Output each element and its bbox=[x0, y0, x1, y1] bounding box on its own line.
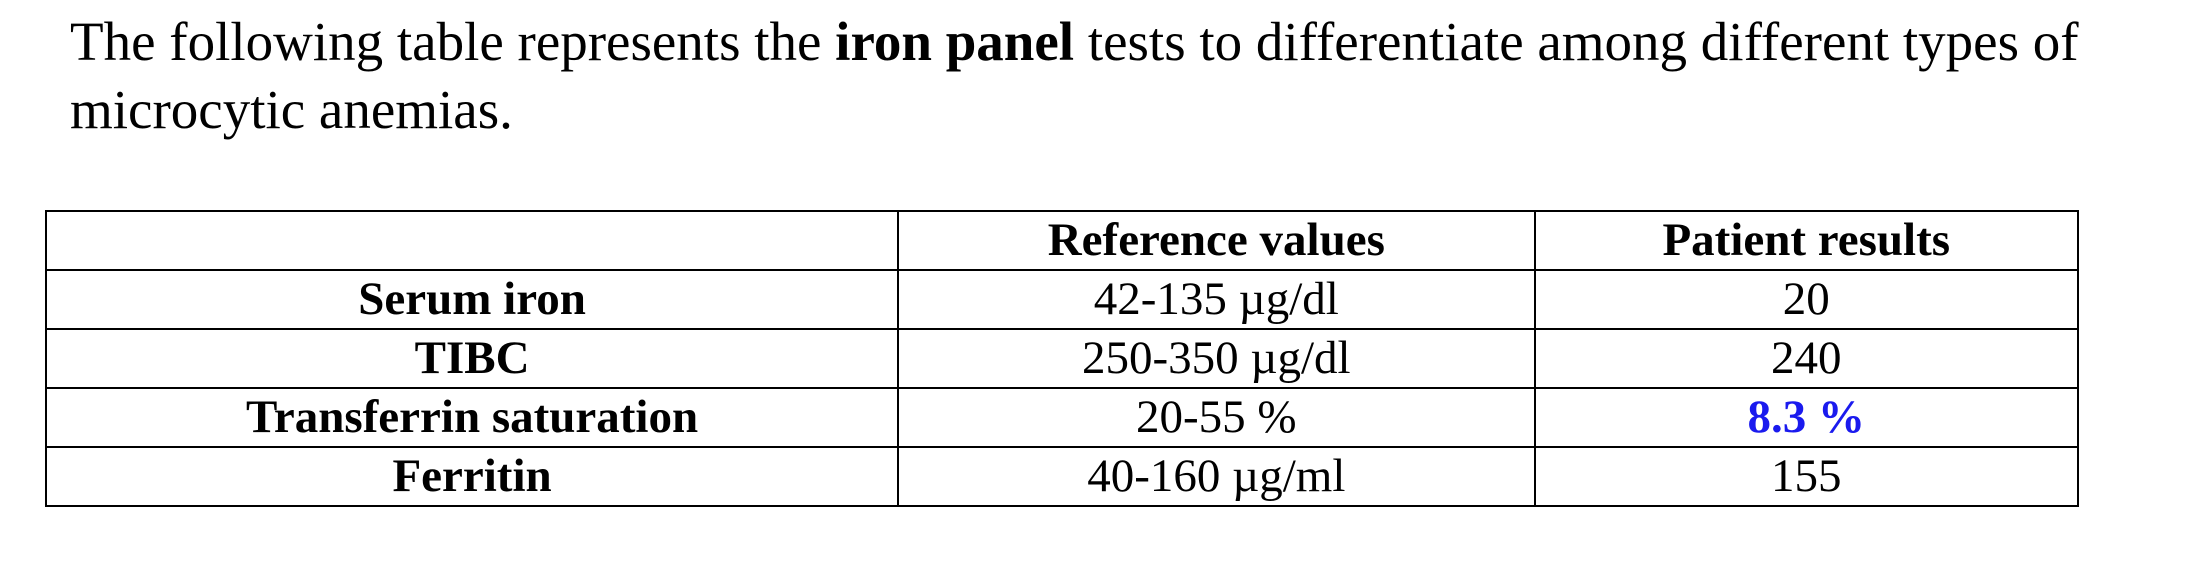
text: tests to differentiate among different t… bbox=[70, 11, 2079, 140]
row: Transferrin saturation 20-55 % 8.3 % bbox=[44, 387, 2080, 448]
reference: 40-160 µg/ml bbox=[897, 446, 1536, 507]
reference: 20-55 % bbox=[897, 387, 1536, 448]
result: 20 bbox=[1533, 269, 2080, 330]
row: TIBC 250-350 µg/dl 240 bbox=[44, 328, 2080, 389]
intro-paragraph: The following table represents the iron … bbox=[70, 8, 2195, 144]
row: Ferritin 40-160 µg/ml 155 bbox=[44, 446, 2080, 507]
bold-text: iron panel bbox=[835, 11, 1075, 72]
text: The following table represents the bbox=[70, 11, 836, 72]
header-row: Reference values Patient results bbox=[44, 210, 2080, 271]
test-name: Ferritin bbox=[44, 446, 900, 507]
iron-panel-table: Reference values Patient results Serum ir… bbox=[44, 210, 2080, 507]
result: 155 bbox=[1533, 446, 2080, 507]
row: Serum iron 42-135 µg/dl 20 bbox=[44, 269, 2080, 330]
result: 8.3 % bbox=[1533, 387, 2080, 448]
reference: 42-135 µg/dl bbox=[897, 269, 1536, 330]
header-cell: Reference values bbox=[897, 210, 1536, 271]
header-cell bbox=[44, 210, 900, 271]
test-name: Serum iron bbox=[44, 269, 900, 330]
test-name: TIBC bbox=[44, 328, 900, 389]
result: 240 bbox=[1533, 328, 2080, 389]
reference: 250-350 µg/dl bbox=[897, 328, 1536, 389]
test-name: Transferrin saturation bbox=[44, 387, 900, 448]
header-cell: Patient results bbox=[1533, 210, 2080, 271]
